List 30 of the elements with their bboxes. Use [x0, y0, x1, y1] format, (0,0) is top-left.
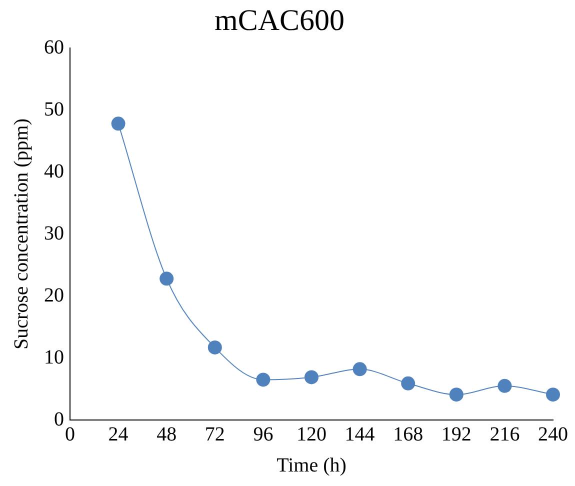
y-tick-label: 60	[44, 36, 64, 58]
point	[111, 116, 126, 131]
y-tick-label: 10	[44, 346, 64, 368]
point	[256, 372, 270, 387]
chart-title: mCAC600	[214, 4, 345, 37]
x-tick-label: 96	[253, 423, 274, 446]
x-tick-label: 144	[344, 423, 375, 446]
x-tick-label: 240	[538, 423, 568, 446]
x-tick-label: 192	[441, 423, 472, 446]
x-tick-label: 24	[108, 423, 128, 446]
point	[352, 362, 367, 376]
x-tick-label: 72	[204, 423, 225, 446]
x-tick-label: 168	[393, 423, 424, 446]
x-tick-label: 216	[490, 423, 520, 446]
y-tick-label: 30	[44, 222, 64, 244]
x-tick-label: 120	[296, 423, 326, 446]
y-tick-label: 40	[44, 160, 64, 182]
point	[304, 370, 318, 384]
point	[401, 376, 416, 390]
point	[449, 388, 464, 402]
y-tick-label: 20	[44, 284, 64, 306]
y-tick-label: 0	[54, 408, 64, 430]
x-axis-title: Time (h)	[276, 454, 346, 476]
point	[498, 378, 512, 393]
point	[546, 388, 560, 402]
y-axis-title: Sucrose concentration (ppm)	[10, 118, 32, 350]
x-tick-label: 48	[156, 423, 177, 446]
point	[208, 340, 222, 354]
point	[160, 272, 174, 286]
y-tick-label: 50	[44, 98, 64, 120]
